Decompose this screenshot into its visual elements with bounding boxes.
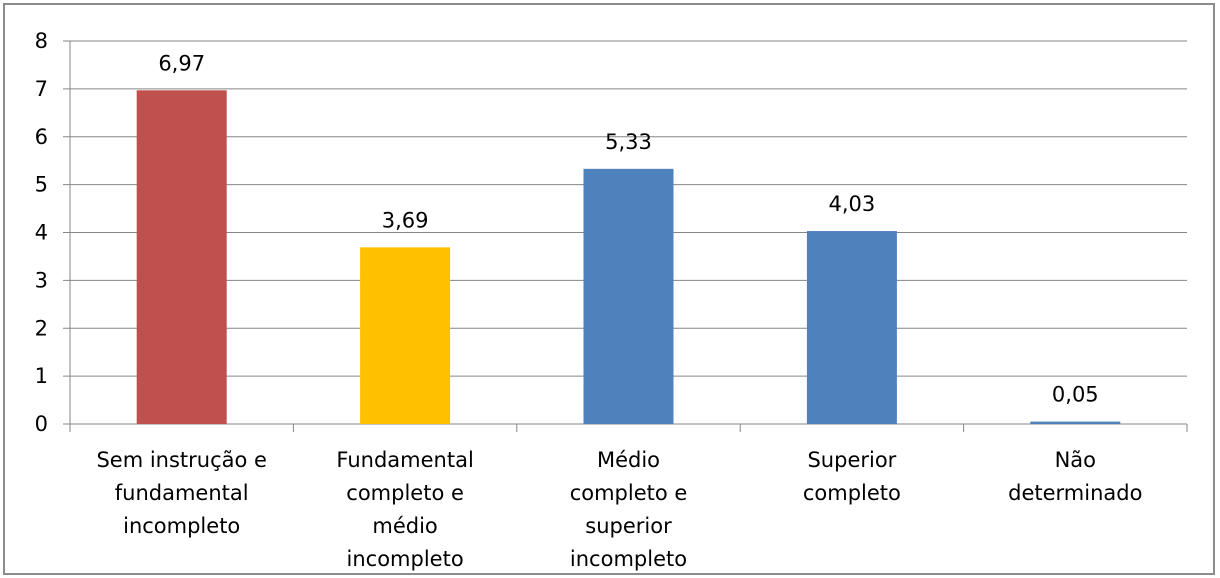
y-axis-ticks: 0 1 2 3 4 5 6 7 8 (35, 29, 48, 436)
data-labels: 6,97 3,69 5,33 4,03 0,05 (158, 51, 1098, 406)
category-label: Fundamental (336, 448, 473, 472)
data-label: 5,33 (605, 130, 652, 154)
bar (1030, 421, 1121, 424)
data-label: 6,97 (158, 51, 205, 75)
bar (360, 247, 451, 424)
data-label: 3,69 (382, 208, 429, 232)
data-label: 4,03 (829, 192, 876, 216)
bar (806, 231, 897, 424)
y-tick-label: 8 (35, 29, 48, 53)
category-labels: Sem instrução e fundamental incompleto Fund… (96, 448, 1142, 571)
y-tick-label: 6 (35, 125, 48, 149)
y-tick-label: 0 (35, 412, 48, 436)
bar (583, 168, 674, 424)
category-label: médio (372, 514, 437, 538)
category-label: Médio (597, 448, 660, 472)
data-label: 0,05 (1052, 383, 1099, 407)
category-label: completo e (570, 481, 688, 505)
y-tick-label: 2 (35, 316, 48, 340)
y-tick-label: 1 (35, 364, 48, 388)
category-label: incompleto (123, 514, 240, 538)
category-label: fundamental (115, 481, 249, 505)
y-tick-label: 3 (35, 268, 48, 292)
y-tick-label: 5 (35, 173, 48, 197)
category-label: Sem instrução e (96, 448, 267, 472)
bars (136, 90, 1121, 424)
category-label: completo e (346, 481, 464, 505)
category-label: incompleto (347, 547, 464, 571)
category-label: Superior (807, 448, 896, 472)
y-tick-label: 7 (35, 77, 48, 101)
category-label: superior (585, 514, 672, 538)
category-label: completo (803, 481, 901, 505)
bar (136, 90, 227, 424)
y-tick-label: 4 (35, 221, 48, 245)
category-label: incompleto (570, 547, 687, 571)
category-label: Não (1055, 448, 1096, 472)
category-label: determinado (1008, 481, 1142, 505)
